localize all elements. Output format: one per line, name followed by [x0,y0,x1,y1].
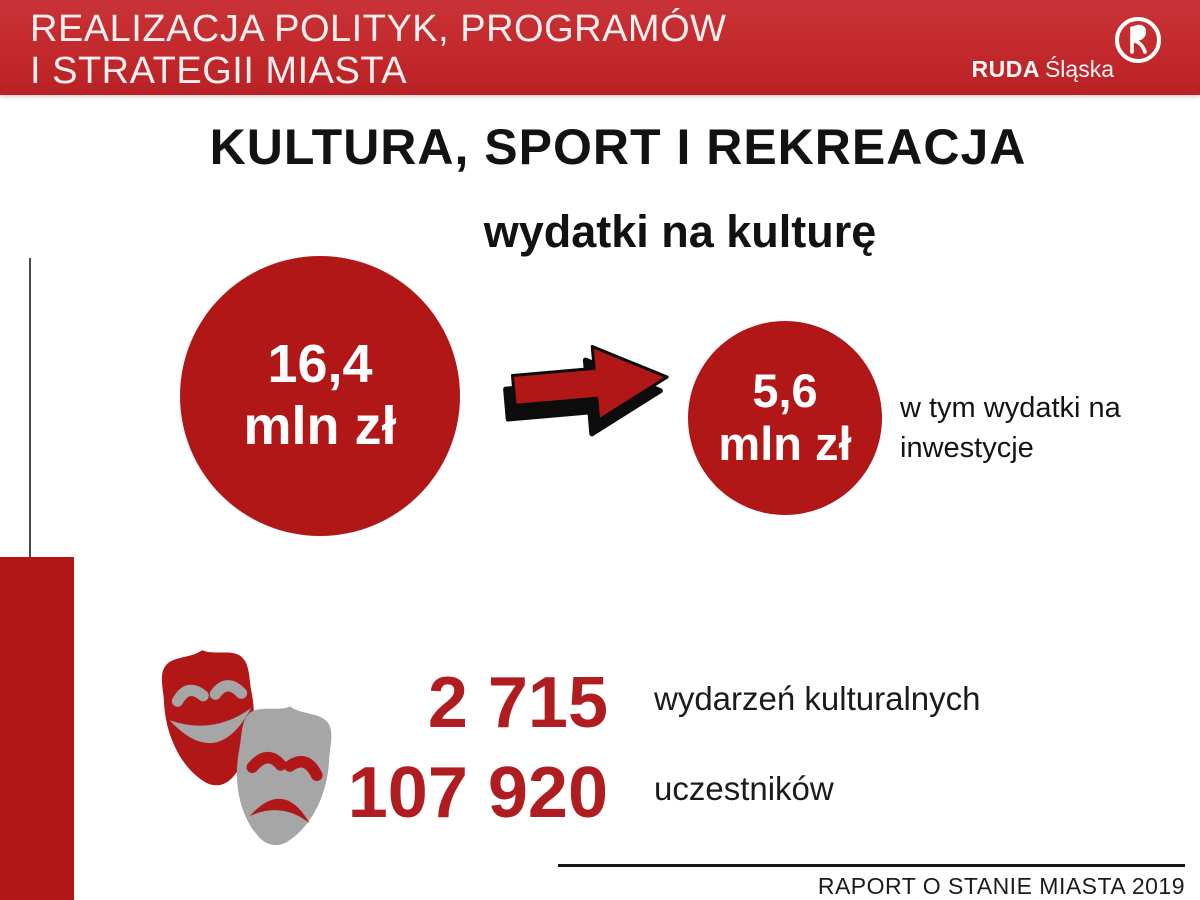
investment-value: 5,6 [752,364,818,418]
footer-caption: RAPORT O STANIE MIASTA 2019 [817,873,1185,899]
page-title: KULTURA, SPORT I REKREACJA [209,119,1027,175]
investment-circle: 5,6 mln zł [688,321,882,515]
investment-note: w tym wydatki na inwestycje [900,392,1121,465]
stat-label-participants: uczestników [654,770,834,807]
left-accent-block [0,557,74,900]
ruda-slaska-logo: RUDA Śląska [972,8,1186,88]
header-title-line2: I STRATEGII MIASTA [30,50,408,92]
arrow-right-icon [502,340,674,440]
footer-divider [558,864,1185,867]
logo-brand-suffix: Śląska [1044,56,1114,82]
total-spending-value: 16,4 [267,334,373,395]
comedy-mask [161,650,254,786]
stat-value-events: 2 715 [427,663,608,743]
tragedy-mask [237,706,332,846]
section-subtitle: wydatki na kulturę [483,206,877,257]
total-spending-circle: 16,4 mln zł [180,256,460,536]
theater-masks-icon [142,641,360,863]
stat-value-participants: 107 920 [347,753,608,833]
header-bar: REALIZACJA POLITYK, PROGRAMÓW I STRATEGI… [0,0,1200,95]
ruda-slaska-emblem-icon [1115,17,1161,63]
logo-brand: RUDA Śląska [972,56,1115,83]
investment-unit: mln zł [718,417,852,470]
header-title-line1: REALIZACJA POLITYK, PROGRAMÓW [30,8,727,50]
header-title: REALIZACJA POLITYK, PROGRAMÓW I STRATEGI… [30,8,727,92]
stat-label-events: wydarzeń kulturalnych [654,680,981,717]
total-spending-unit: mln zł [243,396,397,456]
left-accent-line [29,258,31,558]
logo-brand-name: RUDA [971,56,1040,82]
